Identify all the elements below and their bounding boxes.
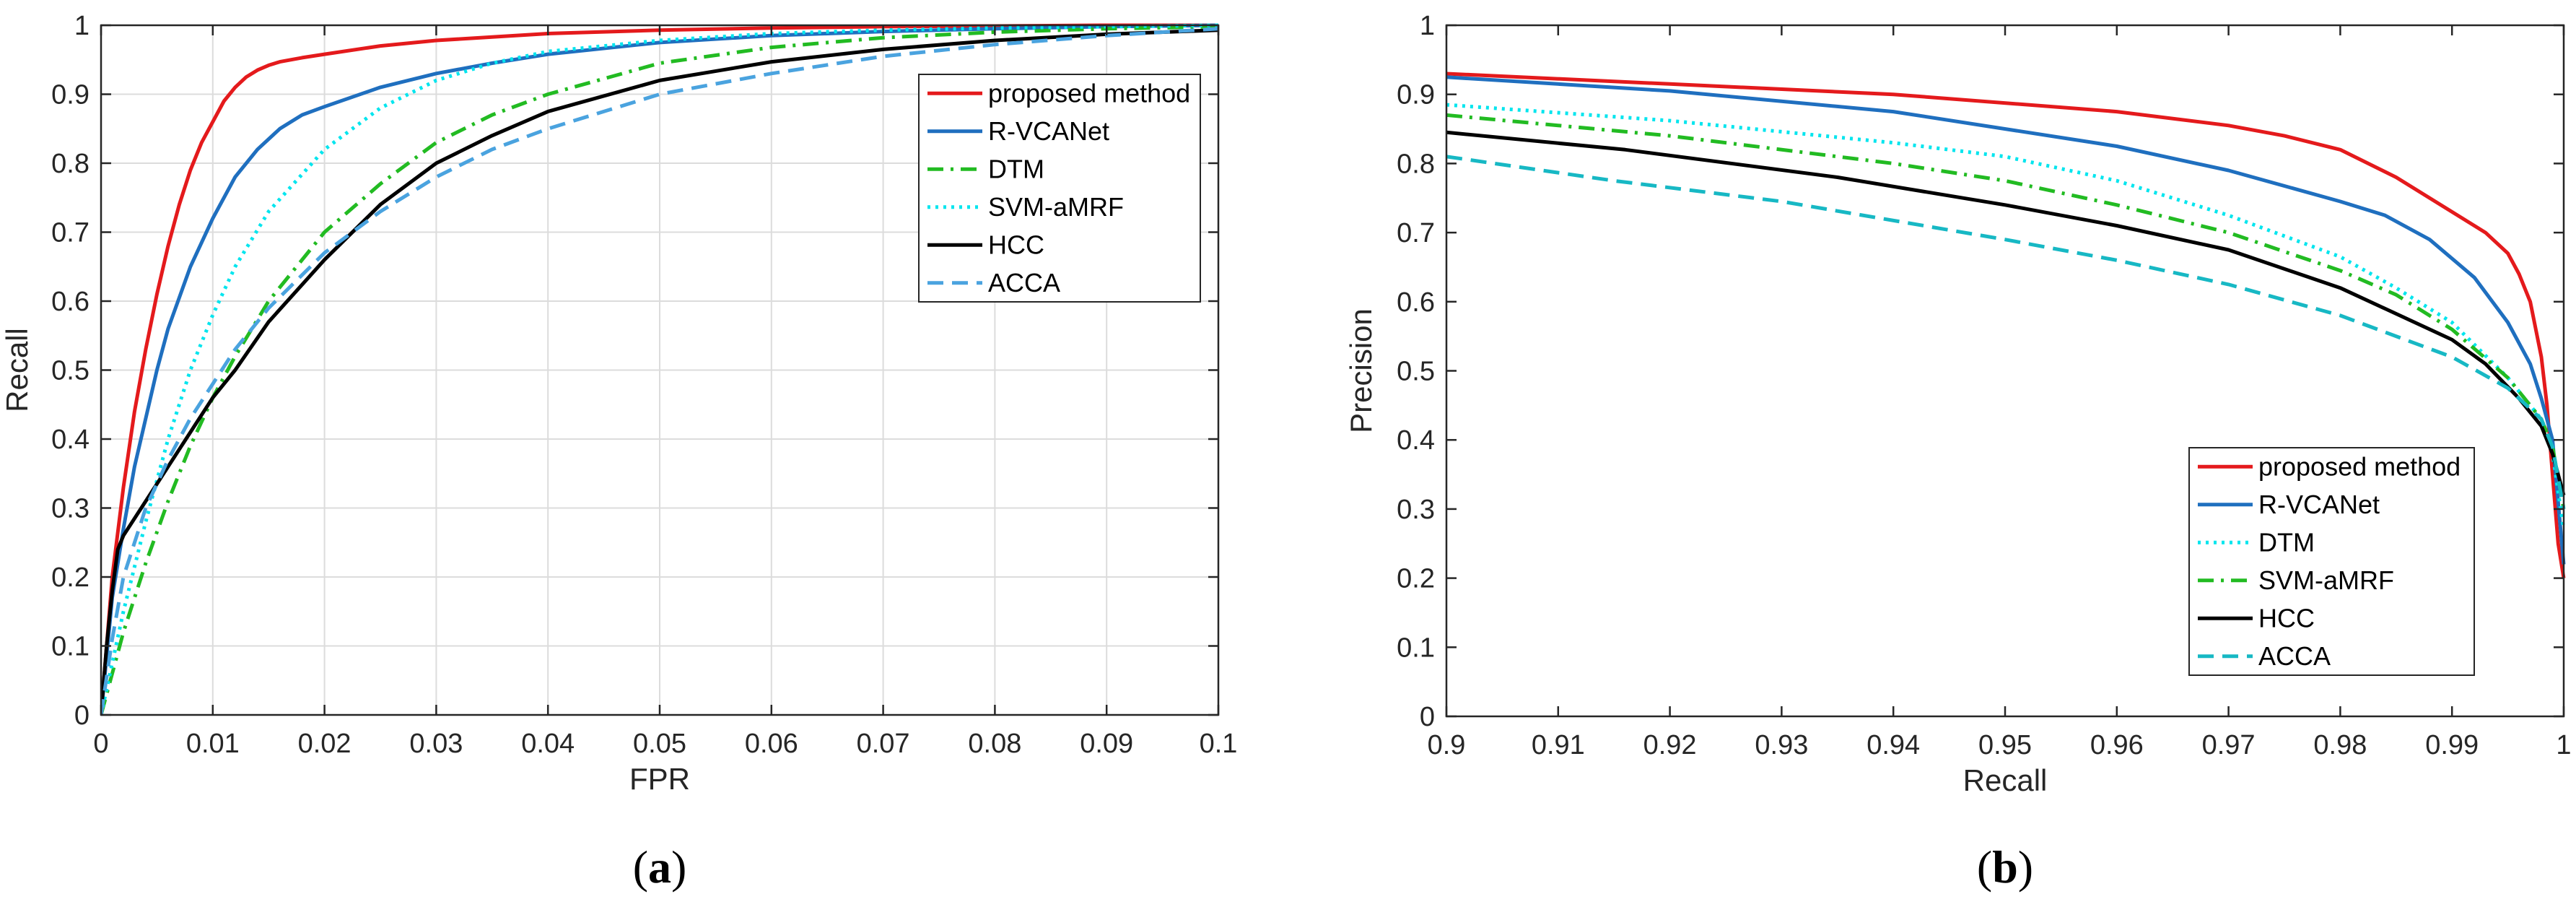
x-tick-label: 0.99 [2425,730,2479,760]
legend-box [2188,447,2475,676]
caption-close: ) [2018,841,2033,893]
y-tick-label: 0.5 [1397,357,1435,387]
caption-close: ) [671,841,686,893]
x-tick-label: 0.03 [409,729,463,759]
y-tick-label: 0.4 [51,425,89,455]
legend-label: SVM-aMRF [2258,565,2394,595]
x-tick-label: 0 [93,729,108,759]
legend-label: R-VCANet [2258,490,2380,519]
caption-open: ( [1977,841,1992,893]
y-tick-label: 0.7 [51,218,89,248]
panel-caption: (a) [633,841,687,893]
legend: proposed method R-VCANet DTM SVM-aMRF HCC ACC… [2188,447,2475,676]
y-tick-label: 0.8 [1397,149,1435,179]
chart-panel-a: 0 0.01 0.02 0.03 0.04 0.05 0.06 0.07 0.08 0.09 0.1… [0,11,1237,893]
series-line-acca [101,27,1219,716]
y-tick-label: 0.7 [1397,218,1435,248]
x-axis-label: FPR [629,762,690,796]
y-tick-label: 0.3 [51,494,89,524]
legend-label: DTM [2258,527,2315,557]
legend-box [918,74,1201,303]
x-tick-label: 0.04 [521,729,575,759]
caption-letter: b [1992,841,2018,893]
y-tick-label: 1 [1420,11,1435,41]
y-tick-label: 0.9 [1397,80,1435,110]
y-tick-label: 0.9 [51,80,89,110]
series-line-hcc [1446,130,2566,496]
x-axis-label: Recall [1963,763,2048,797]
x-tick-label: 0.98 [2313,730,2367,760]
y-tick-label: 0 [74,700,89,731]
x-tick-label: 0.01 [186,729,240,759]
y-tick-label: 0.4 [1397,425,1435,456]
y-tick-label: 0 [1420,702,1435,732]
x-tick-label: 0.93 [1755,730,1808,760]
x-tick-label: 0.1 [1200,729,1238,759]
y-axis-label: Precision [1344,308,1378,433]
x-tick-label: 0.02 [298,729,352,759]
y-tick-label: 0.1 [51,632,89,662]
y-tick-label: 0.8 [51,149,89,179]
legend-label: R-VCANet [988,116,1109,146]
x-tick-label: 1 [2556,730,2571,760]
x-tick-label: 0.05 [633,729,686,759]
x-tick-label: 0.91 [1532,730,1585,760]
legend-label: SVM-aMRF [988,192,1124,222]
y-tick-label: 0.5 [51,356,89,386]
chart-panel-b: 0.9 0.91 0.92 0.93 0.94 0.95 0.96 0.97 0.98 0.99 1… [1344,11,2572,893]
y-tick-label: 1 [74,11,89,41]
legend-label: proposed method [988,78,1190,108]
x-tick-label: 0.95 [1978,730,2032,760]
x-tick-label: 0.08 [968,729,1021,759]
y-tick-label: 0.2 [51,563,89,593]
caption-open: ( [633,841,648,893]
y-tick-label: 0.2 [1397,564,1435,594]
x-tick-label: 0.94 [1866,730,1920,760]
series-line-dtm [101,25,1219,716]
x-tick-label: 0.07 [857,729,910,759]
x-tick-label: 0.9 [1428,730,1466,760]
y-tick-label: 0.3 [1397,495,1435,525]
x-tick-label: 0.92 [1643,730,1697,760]
caption-letter: a [648,841,671,893]
series-line-r-vcanet [1446,75,2566,565]
series-line-r-vcanet [101,23,1219,716]
legend-label: proposed method [2258,451,2461,481]
series-line-hcc [101,28,1219,716]
legend-label: HCC [2258,603,2315,633]
series-line-proposed-method [101,23,1218,716]
legend-label: ACCA [2258,641,2331,671]
x-tick-label: 0.06 [745,729,798,759]
series-line-acca [1446,155,2566,510]
legend-label: ACCA [988,268,1060,298]
x-tick-label: 0.09 [1080,729,1133,759]
x-tick-label: 0.97 [2202,730,2256,760]
y-tick-label: 0.6 [1397,287,1435,318]
x-tick-label: 0.96 [2090,730,2144,760]
panel-caption: (b) [1977,841,2033,893]
y-tick-label: 0.6 [51,287,89,317]
legend: proposed method R-VCANet DTM SVM-aMRF HCC ACC… [918,74,1201,303]
legend-label: DTM [988,154,1044,183]
y-axis-label: Recall [0,328,34,412]
legend-label: HCC [988,230,1044,259]
y-tick-label: 0.1 [1397,633,1435,663]
